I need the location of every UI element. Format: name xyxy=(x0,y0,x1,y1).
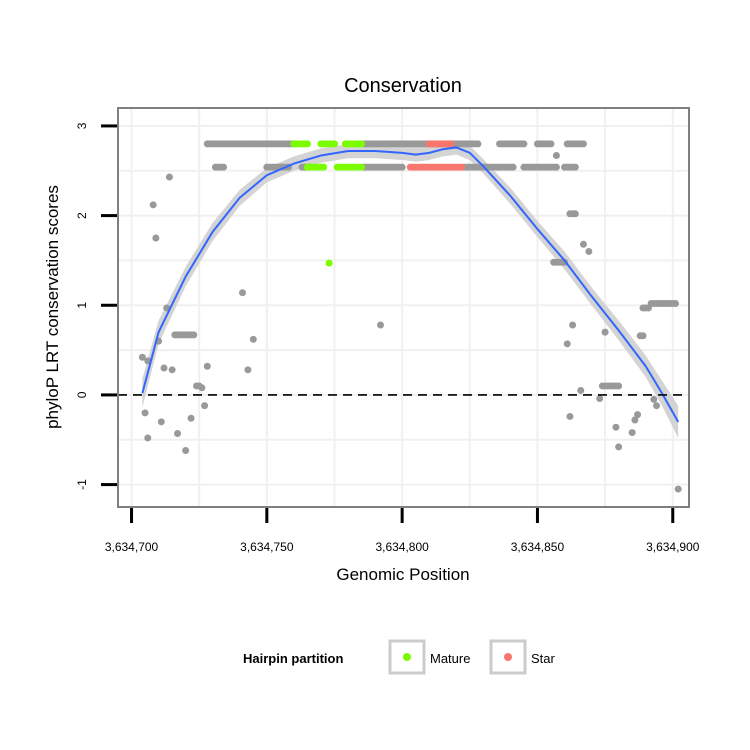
data-point-other xyxy=(141,409,149,417)
data-point-other xyxy=(160,364,168,372)
data-point-other xyxy=(547,140,555,148)
legend-title: Hairpin partition xyxy=(243,651,343,666)
legend-dot-mature xyxy=(403,653,411,661)
data-point-mature xyxy=(303,140,311,148)
data-point-other xyxy=(569,321,577,329)
data-point-other xyxy=(509,163,517,171)
data-point-other xyxy=(201,402,209,410)
data-point-other xyxy=(174,429,182,437)
data-point-other xyxy=(552,163,560,171)
y-axis-title: phyloP LRT conservation scores xyxy=(43,185,62,429)
smooth-line-group xyxy=(141,146,680,423)
confidence-band-group xyxy=(142,140,679,438)
data-point-other xyxy=(596,395,604,403)
x-axis: 3,634,700 3,634,750 3,634,800 3,634,850 3,63… xyxy=(105,508,700,554)
data-point-other xyxy=(190,331,198,339)
legend-label-mature: Mature xyxy=(430,651,470,666)
data-point-other xyxy=(552,152,560,160)
data-point-other xyxy=(612,423,620,431)
x-tick-label: 3,634,900 xyxy=(646,540,700,554)
y-axis: -1 0 1 2 3 xyxy=(75,122,117,490)
data-point-other xyxy=(615,443,623,451)
data-point-other xyxy=(577,386,585,394)
data-point-other xyxy=(398,163,406,171)
y-tick-label: 0 xyxy=(75,391,89,398)
x-axis-title: Genomic Position xyxy=(336,565,469,584)
data-point-other xyxy=(165,173,173,181)
x-tick-label: 3,634,850 xyxy=(511,540,565,554)
data-point-mature xyxy=(330,140,338,148)
data-point-other xyxy=(152,234,160,242)
data-points-group xyxy=(138,140,682,493)
data-point-other xyxy=(157,418,165,426)
data-point-other xyxy=(601,328,609,336)
data-point-other xyxy=(203,362,211,370)
data-point-other xyxy=(566,412,574,420)
data-point-mature xyxy=(358,163,366,171)
data-point-other xyxy=(238,289,246,297)
data-point-other xyxy=(376,321,384,329)
data-point-other xyxy=(149,201,157,209)
data-point-other xyxy=(474,140,482,148)
legend-label-star: Star xyxy=(531,651,556,666)
data-point-other xyxy=(615,382,623,390)
x-tick-label: 3,634,750 xyxy=(240,540,294,554)
data-point-other xyxy=(520,140,528,148)
data-point-star xyxy=(458,163,466,171)
data-point-other xyxy=(168,366,176,374)
plot-panel-border xyxy=(117,107,690,508)
data-point-other xyxy=(579,240,587,248)
data-point-other xyxy=(674,485,682,493)
data-point-mature xyxy=(320,163,328,171)
legend-dot-star xyxy=(504,653,512,661)
data-point-other xyxy=(563,340,571,348)
y-tick-label: 1 xyxy=(75,302,89,309)
x-tick-label: 3,634,700 xyxy=(105,540,159,554)
data-point-other xyxy=(144,434,152,442)
legend-entry-mature: Mature xyxy=(388,639,470,675)
data-point-mature xyxy=(325,259,333,267)
data-point-other xyxy=(631,416,639,424)
data-point-other xyxy=(579,140,587,148)
data-point-other xyxy=(628,429,636,437)
data-point-other xyxy=(671,299,679,307)
data-point-other xyxy=(639,332,647,340)
legend: Hairpin partition Mature Star xyxy=(243,639,556,675)
data-point-other xyxy=(650,395,658,403)
data-point-other xyxy=(653,402,661,410)
data-point-other xyxy=(220,163,228,171)
data-point-other xyxy=(187,414,195,422)
data-point-other xyxy=(138,353,146,361)
legend-entry-star: Star xyxy=(489,639,556,675)
data-point-other xyxy=(182,447,190,455)
data-point-other xyxy=(585,247,593,255)
y-tick-label: 3 xyxy=(75,122,89,129)
data-point-star xyxy=(447,140,455,148)
y-tick-label: 2 xyxy=(75,212,89,219)
data-point-other xyxy=(571,163,579,171)
y-tick-label: -1 xyxy=(75,479,89,490)
data-point-mature xyxy=(358,140,366,148)
x-tick-label: 3,634,800 xyxy=(375,540,429,554)
data-point-other xyxy=(249,335,257,343)
data-point-other xyxy=(244,366,252,374)
confidence-band xyxy=(142,140,679,438)
data-point-other xyxy=(571,210,579,218)
data-point-other xyxy=(198,384,206,392)
chart-title: Conservation xyxy=(344,75,462,97)
data-point-other xyxy=(634,411,642,419)
smooth-line xyxy=(141,146,680,423)
